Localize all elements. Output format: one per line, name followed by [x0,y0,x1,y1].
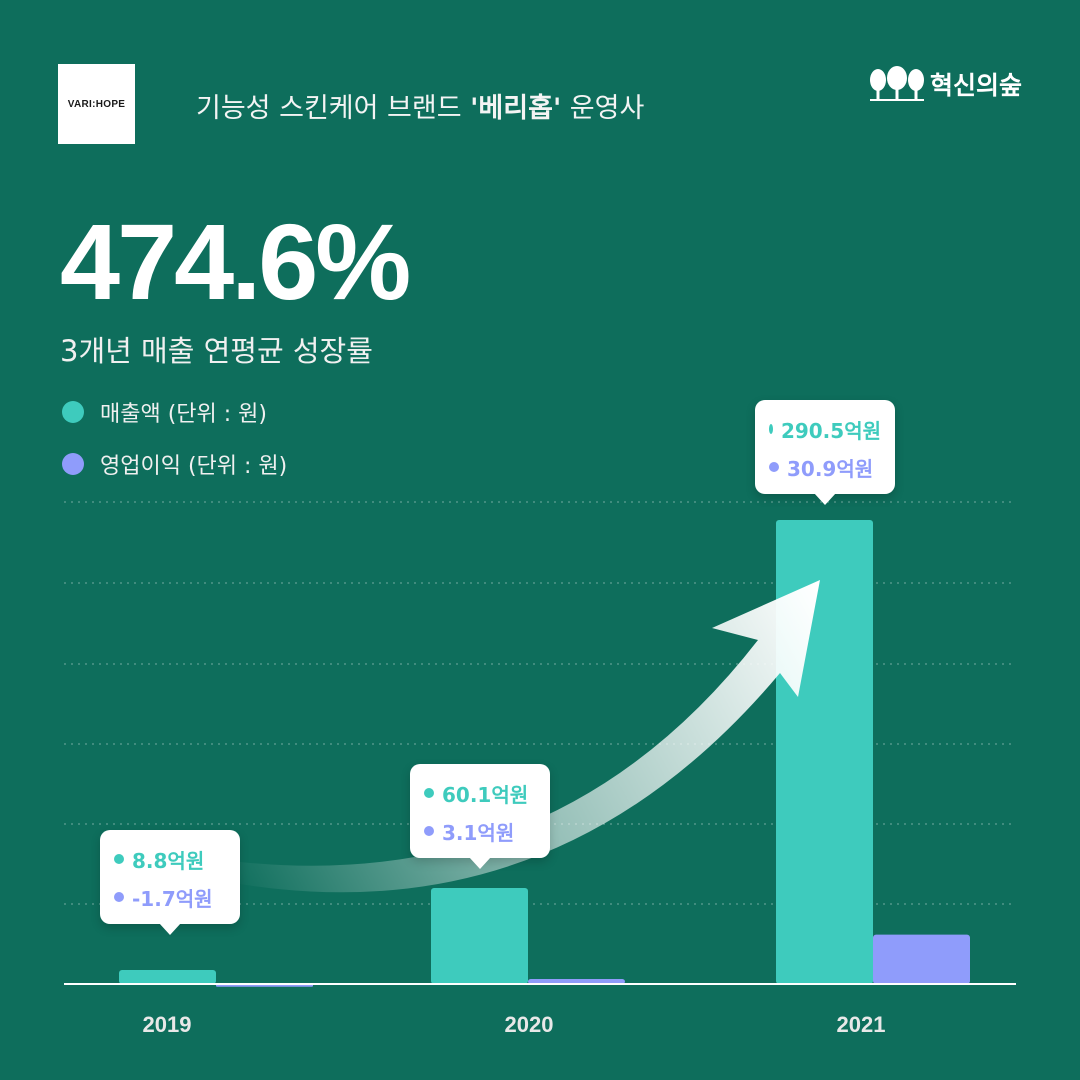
revenue-dot [769,424,773,434]
x-tick-label-2020: 2020 [504,1012,554,1037]
varihope-logo: VARI:HOPE [58,64,135,144]
callout-2021: 290.5억원 30.9억원 [755,400,895,505]
callout-row-revenue: 290.5억원 [769,410,881,448]
revenue-bar-2019 [119,969,216,984]
data-label-profit-2021: 30.9억원 [787,456,874,481]
innoforest-brand: 혁신의숲 [868,64,1022,104]
callout-row-profit: 3.1억원 [424,812,536,850]
forest-icon [869,66,924,101]
callout-row-profit: 30.9억원 [769,448,881,486]
legend-label-operating-profit: 영업이익 (단위 : 원) [100,454,288,479]
x-tick-label-2019: 2019 [142,1012,192,1037]
company-description: 기능성 스킨케어 브랜드 '베리홉' 운영사 [196,86,644,125]
x-tick-label-2021: 2021 [836,1012,886,1037]
data-label-revenue-2020: 60.1억원 [442,782,529,807]
legend-item-revenue: 매출액 (단위 : 원) [62,392,287,432]
callout-2019: 8.8억원 -1.7억원 [100,830,240,935]
profit-dot [424,826,434,836]
logo-text: VARI:HOPE [67,98,126,110]
operating-profit-legend-dot [62,453,84,475]
legend-item-operating-profit: 영업이익 (단위 : 원) [62,444,287,484]
profit-dot [769,462,779,472]
revenue-bar-2021 [776,520,873,984]
callout-row-profit: -1.7억원 [114,878,226,916]
revenue-dot [114,854,124,864]
operating-profit-bar-2020 [528,979,625,984]
operating-profit-bar-2021 [873,934,970,984]
subtitle-suffix: 운영사 [561,93,645,124]
data-label-profit-2019: -1.7억원 [132,886,213,911]
bars [119,520,970,987]
profit-dot [114,892,124,902]
callout-row-revenue: 8.8억원 [114,840,226,878]
brand-name: 혁신의숲 [929,71,1022,100]
growth-rate-value: 474.6% [60,201,411,322]
subtitle-brand: '베리홉' [470,93,562,124]
data-label-profit-2020: 3.1억원 [442,820,515,845]
data-label-revenue-2019: 8.8억원 [132,848,205,873]
callout-row-revenue: 60.1억원 [424,774,536,812]
subtitle-prefix: 기능성 스킨케어 브랜드 [196,93,471,124]
revenue-legend-dot [62,401,84,423]
revenue-bar-2020 [431,888,528,984]
callout-2020: 60.1억원 3.1억원 [410,764,550,869]
chart-legend: 매출액 (단위 : 원) 영업이익 (단위 : 원) [62,392,287,496]
data-label-revenue-2021: 290.5억원 [780,418,881,443]
growth-rate-caption: 3개년 매출 연평균 성장률 [60,334,373,368]
revenue-dot [424,788,434,798]
legend-label-revenue: 매출액 (단위 : 원) [100,402,267,427]
